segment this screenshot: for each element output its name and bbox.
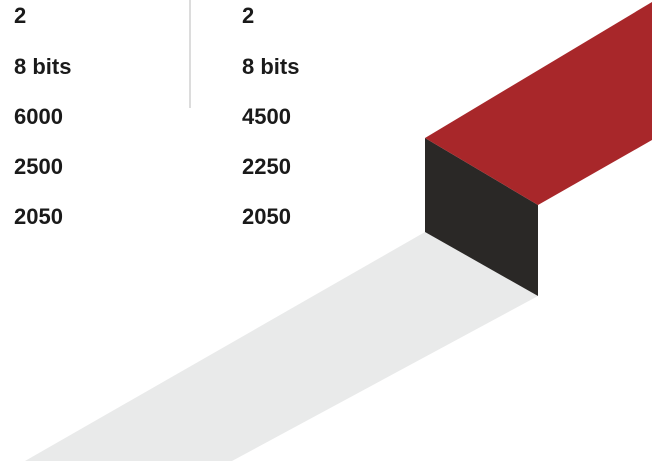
dark-face (425, 138, 538, 296)
table-cell: 8 bits (242, 54, 300, 79)
table-cell: 8 bits (14, 54, 72, 79)
table-cell: 2050 (14, 204, 63, 229)
floor-shape (25, 232, 538, 461)
red-face (425, 2, 652, 205)
table-cell: 2 (242, 3, 255, 28)
table-cell: 2250 (242, 154, 291, 179)
table-cell: 6000 (14, 104, 63, 129)
table-cell: 2500 (14, 154, 63, 179)
table-cell: 2050 (242, 204, 291, 229)
table-cell: 4500 (242, 104, 291, 129)
table-cell: 2 (14, 3, 27, 28)
